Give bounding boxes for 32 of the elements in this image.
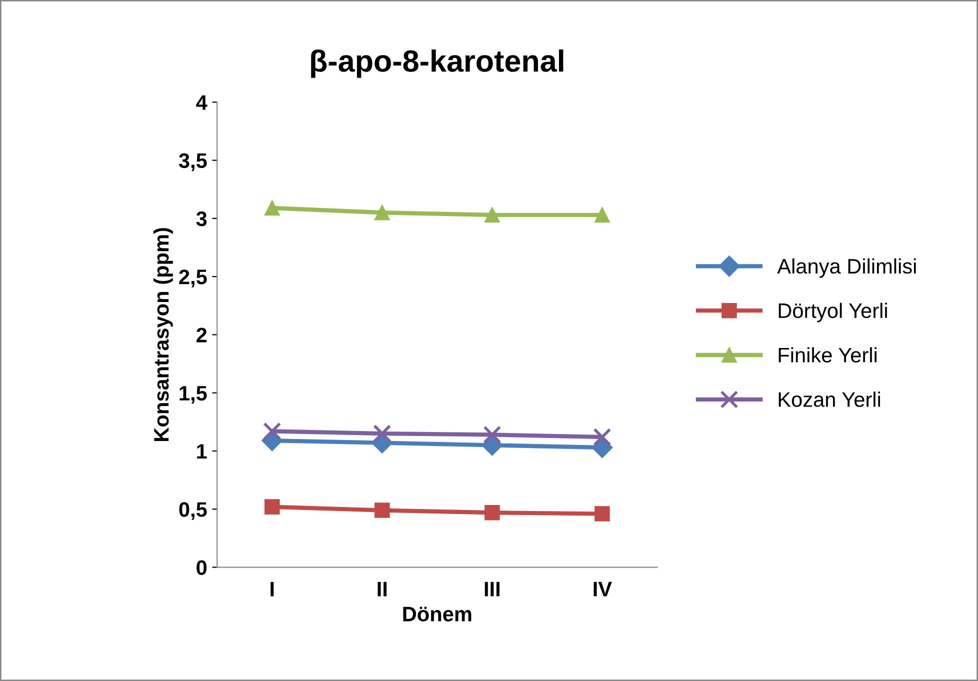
point [374,204,390,220]
y-tick-label: 2 [196,328,207,342]
point [374,502,390,518]
point [484,504,500,520]
legend-label: Finike Yerli [778,347,877,363]
point [594,207,610,223]
chart-title: β-apo-8-karotenal [311,49,564,78]
y-tick-label: 4 [196,95,208,110]
point [264,200,280,216]
legend-label: Dörtyol Yerli [778,302,887,322]
point [263,422,282,440]
legend-label: Kozan Yerli [778,392,880,407]
y-tick-label: 2,5 [179,270,207,288]
point [264,499,280,514]
point [373,424,392,443]
point [484,207,500,223]
y-tick-label: 0 [196,560,207,576]
x-tick-label: II [378,582,387,596]
y-tick-label: 1 [197,444,207,459]
x-tick-label: IV [594,582,612,596]
legend-label: Alanya Dilimlisi [777,258,916,278]
point [483,426,502,444]
x-tick-label: III [484,582,500,596]
y-tick-label: 3,5 [178,153,207,172]
point [593,428,612,446]
x-tick-label: I [270,582,274,596]
x-axis-title: Dönem [403,606,472,622]
y-axis-title: Konsantrasyon (ppm) [153,228,173,441]
y-tick-label: 1,5 [180,386,207,404]
y-tick-label: 0,5 [179,502,207,520]
point [594,506,610,522]
y-tick-label: 3 [196,211,207,226]
